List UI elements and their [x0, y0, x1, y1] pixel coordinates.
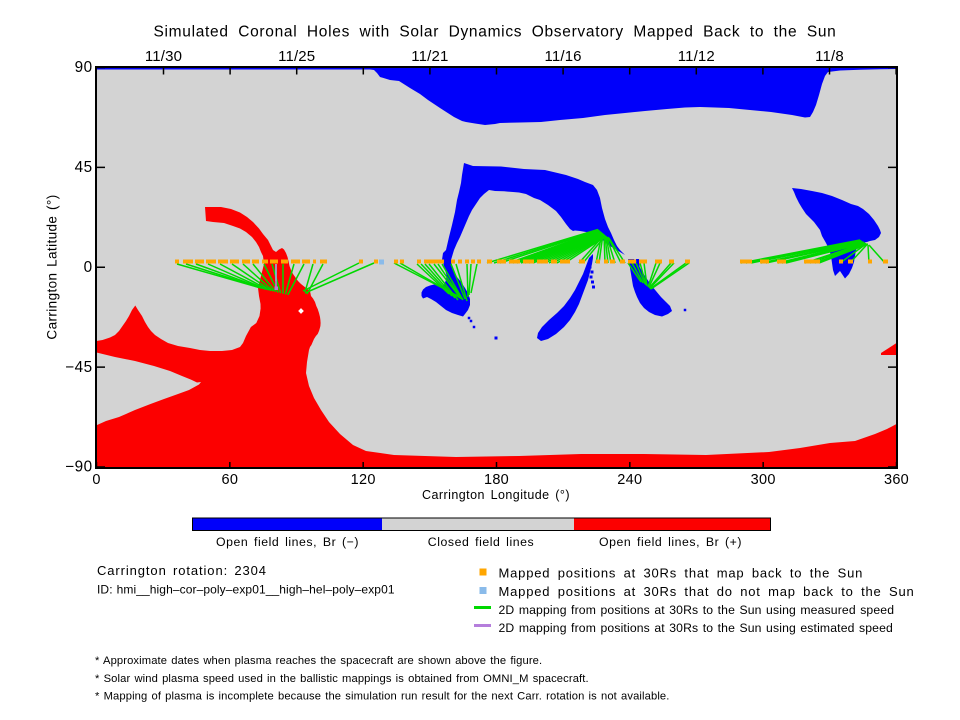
svg-text:0: 0: [92, 472, 100, 488]
svg-text:11/16: 11/16: [545, 48, 582, 65]
svg-text:0: 0: [84, 259, 93, 276]
svg-text:* Approximate dates when plasm: * Approximate dates when plasma reaches …: [95, 655, 542, 667]
svg-text:Mapped positions at 30Rs that: Mapped positions at 30Rs that do not map…: [499, 584, 915, 599]
svg-text:11/8: 11/8: [815, 48, 844, 65]
svg-text:Carrington Latitude (°): Carrington Latitude (°): [45, 194, 60, 339]
svg-text:Open field lines, Br (+): Open field lines, Br (+): [599, 535, 742, 549]
svg-text:120: 120: [351, 472, 376, 488]
svg-text:ID: hmi__high–cor–poly–exp01__: ID: hmi__high–cor–poly–exp01__high–hel–p…: [97, 583, 395, 597]
svg-text:11/30: 11/30: [145, 48, 182, 65]
svg-text:Closed field lines: Closed field lines: [428, 535, 534, 549]
svg-text:180: 180: [484, 472, 509, 488]
svg-text:60: 60: [221, 472, 238, 488]
svg-text:11/12: 11/12: [678, 48, 715, 65]
svg-text:11/21: 11/21: [411, 48, 448, 65]
svg-text:−45: −45: [65, 359, 92, 376]
svg-text:360: 360: [884, 472, 909, 488]
svg-text:45: 45: [75, 159, 93, 176]
svg-text:* Mapping of plasma is incompl: * Mapping of plasma is incomplete becaus…: [95, 691, 670, 703]
svg-text:2D mapping from positions at 3: 2D mapping from positions at 30Rs to the…: [499, 603, 895, 617]
svg-text:11/25: 11/25: [278, 48, 315, 65]
svg-text:300: 300: [751, 472, 776, 488]
svg-text:−90: −90: [65, 459, 92, 476]
svg-text:90: 90: [75, 59, 93, 76]
svg-text:* Solar wind plasma speed used: * Solar wind plasma speed used in the ba…: [95, 673, 589, 685]
svg-text:Mapped positions at 30Rs that: Mapped positions at 30Rs that map back t…: [499, 566, 864, 581]
svg-text:Simulated Coronal Holes with S: Simulated Coronal Holes with Solar Dynam…: [153, 24, 836, 41]
svg-text:240: 240: [617, 472, 642, 488]
svg-text:Open field lines, Br (−): Open field lines, Br (−): [216, 535, 359, 549]
svg-text:Carrington Longitude (°): Carrington Longitude (°): [422, 488, 570, 502]
svg-text:2D mapping from positions at 3: 2D mapping from positions at 30Rs to the…: [499, 621, 893, 635]
svg-text:Carrington rotation: 2304: Carrington rotation: 2304: [97, 563, 267, 578]
